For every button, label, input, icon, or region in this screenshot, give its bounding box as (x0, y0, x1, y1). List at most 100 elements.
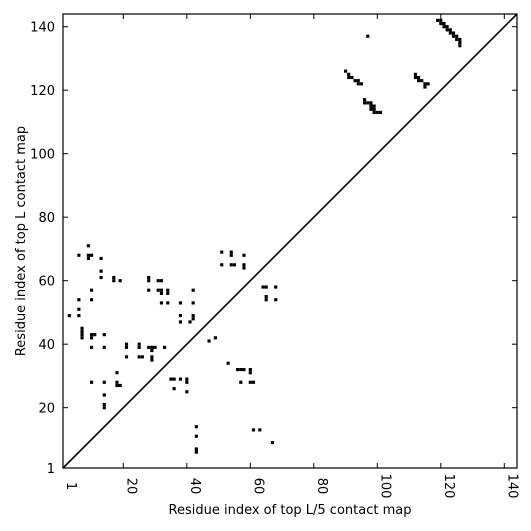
contact-point (80, 336, 84, 340)
contact-point (150, 345, 154, 349)
contact-point (77, 253, 81, 257)
x-tick-label: 20 (123, 478, 138, 495)
contact-point (124, 355, 129, 359)
contact-point (239, 368, 243, 372)
contact-point (229, 263, 233, 267)
points-layer (67, 18, 462, 454)
contact-point (99, 275, 103, 280)
contact-point (458, 40, 462, 45)
contact-point (445, 28, 449, 32)
contact-point (150, 348, 154, 353)
contact-point (80, 326, 84, 330)
contact-point (413, 75, 417, 80)
contact-point (99, 269, 103, 273)
contact-point (417, 75, 421, 80)
contact-point (137, 342, 141, 346)
plot-frame (62, 13, 518, 469)
contact-point (80, 329, 84, 334)
contact-point (185, 380, 189, 384)
contact-point (220, 263, 224, 267)
contact-point (188, 320, 192, 324)
contact-point (242, 368, 246, 372)
contact-point (102, 393, 106, 397)
contact-point (239, 380, 243, 384)
contact-point (258, 428, 262, 432)
contact-point (375, 110, 379, 114)
contact-point (451, 31, 456, 35)
contact-point (426, 82, 430, 86)
contact-point (153, 345, 157, 349)
contact-point (115, 383, 119, 388)
y-tick-label: 120 (30, 84, 55, 99)
contact-point (77, 314, 81, 318)
contact-point (77, 298, 81, 302)
x-tick-label: 100 (377, 474, 392, 499)
contact-point (156, 288, 160, 292)
contact-point (150, 358, 154, 362)
x-tick-label: 1 (63, 482, 78, 490)
contact-point (89, 253, 94, 257)
contact-point (112, 275, 116, 280)
contact-point (102, 406, 106, 410)
contact-point (147, 345, 151, 349)
contact-point (89, 288, 94, 292)
contact-point (353, 79, 357, 83)
contact-point (147, 279, 151, 283)
y-tick-label: 20 (38, 402, 55, 417)
contact-point (89, 298, 94, 302)
contact-point (251, 428, 256, 432)
contact-point (455, 34, 459, 38)
contact-point (343, 69, 348, 73)
y-tick-label: 60 (38, 275, 55, 290)
contact-point (264, 298, 268, 302)
contact-point (451, 34, 456, 38)
contact-point (220, 250, 224, 254)
contact-point (445, 25, 449, 29)
x-tick-label: 80 (314, 478, 329, 495)
contact-point (166, 301, 170, 305)
contact-point (366, 34, 370, 38)
contact-point (191, 317, 195, 321)
x-tick-label: 140 (504, 474, 519, 499)
contact-point (86, 256, 90, 261)
x-axis-label: Residue index of top L/5 contact map (169, 503, 412, 518)
contact-point (163, 345, 167, 349)
contact-point (137, 355, 141, 359)
contact-point (178, 314, 183, 318)
contact-point (124, 342, 129, 346)
contact-point (448, 31, 452, 35)
contact-point (156, 279, 160, 283)
contact-point (455, 37, 459, 41)
x-tick-label: 120 (441, 474, 456, 499)
contact-point (191, 314, 195, 318)
contact-point (102, 345, 106, 349)
contact-point (89, 333, 94, 337)
contact-point (363, 98, 367, 102)
contact-point (172, 377, 176, 381)
contact-point (191, 301, 195, 305)
contact-point (89, 345, 94, 349)
y-tick-label: 100 (30, 148, 55, 163)
contact-point (124, 345, 129, 349)
contact-point (150, 355, 154, 359)
contact-point (248, 380, 252, 384)
contact-point (420, 79, 424, 83)
contact-point (369, 101, 373, 105)
contact-point (159, 291, 163, 295)
contact-point (118, 279, 122, 283)
y-tick-label: 1 (47, 462, 55, 477)
contact-point (264, 285, 268, 289)
contact-point (423, 82, 427, 86)
contact-point (115, 380, 119, 384)
contact-point (77, 307, 81, 311)
contact-point (359, 82, 364, 86)
contact-point (118, 383, 122, 388)
x-axis: 1 20 40 60 80 100 120 140 (62, 14, 519, 499)
contact-point (166, 291, 170, 295)
contact-point (417, 79, 421, 83)
contact-point (229, 250, 233, 254)
contact-point (436, 18, 440, 22)
contact-point (178, 377, 183, 381)
